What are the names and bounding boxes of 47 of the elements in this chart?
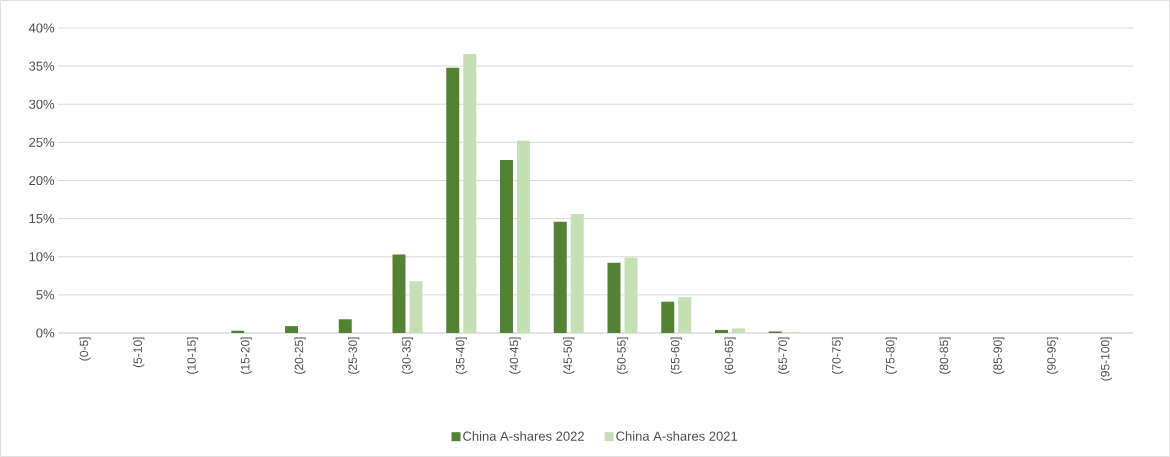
- bar: [517, 140, 530, 333]
- x-tick-label: (10-15]: [186, 337, 199, 374]
- bar: [661, 301, 675, 333]
- x-tick-label: (30-35]: [401, 337, 414, 374]
- x-tick-label: (75-80]: [885, 337, 897, 374]
- bar: [285, 326, 299, 333]
- x-tick-label: (0-5]: [79, 337, 91, 361]
- y-tick-label: 15%: [29, 214, 55, 224]
- x-tick-label: (60-65]: [724, 337, 736, 374]
- x-tick-label: (90-95]: [1046, 337, 1059, 374]
- bar: [446, 67, 460, 333]
- y-tick-label: 20%: [29, 175, 55, 186]
- bar: [338, 319, 352, 333]
- bar: [624, 257, 638, 333]
- y-tick-label: 35%: [29, 61, 55, 71]
- bar: [463, 53, 477, 333]
- bar: [553, 221, 567, 333]
- x-tick-label: (5-10]: [133, 337, 145, 368]
- y-tick-label: 30%: [29, 99, 55, 109]
- x-tick-label: (85-90]: [993, 337, 1005, 374]
- x-tick-label: (70-75]: [831, 337, 844, 374]
- legend-label: China A-shares 2021: [616, 431, 738, 441]
- x-tick-label: (15-20]: [240, 337, 252, 374]
- x-tick-label: (55-60]: [670, 337, 682, 374]
- x-tick-label: (95-100]: [1100, 337, 1112, 381]
- x-tick-label: (50-55]: [616, 337, 629, 374]
- bar: [678, 297, 692, 333]
- x-tick-label: (25-30]: [348, 337, 360, 374]
- x-tick-label: (45-50]: [563, 337, 575, 374]
- y-tick-label: 40%: [28, 23, 55, 33]
- legend-label: China A-shares 2022: [463, 431, 584, 441]
- x-tick-label: (35-40]: [455, 337, 467, 374]
- bar: [500, 159, 513, 333]
- y-tick-label: 0%: [36, 328, 55, 338]
- bar: [570, 214, 584, 333]
- y-tick-label: 5%: [36, 290, 55, 300]
- bar: [409, 281, 423, 333]
- bar: [731, 328, 745, 333]
- x-tick-label: (20-25]: [294, 337, 306, 374]
- x-tick-label: (40-45]: [509, 337, 521, 374]
- y-tick-label: 25%: [29, 137, 55, 147]
- bar: [714, 329, 728, 333]
- bar: [392, 254, 406, 333]
- x-tick-label: (65-70]: [778, 337, 790, 374]
- x-tick-label: (80-85]: [939, 337, 951, 374]
- bar: [607, 262, 621, 333]
- y-tick-label: 10%: [29, 252, 55, 262]
